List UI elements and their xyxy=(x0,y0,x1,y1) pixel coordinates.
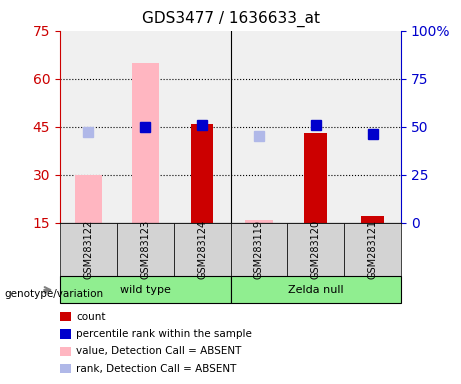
Text: rank, Detection Call = ABSENT: rank, Detection Call = ABSENT xyxy=(76,364,236,374)
Bar xyxy=(361,216,384,223)
Bar xyxy=(245,220,272,223)
Bar xyxy=(191,124,213,223)
Text: GSM283123: GSM283123 xyxy=(140,220,150,279)
Text: GSM283124: GSM283124 xyxy=(197,220,207,279)
Bar xyxy=(75,175,102,223)
Text: value, Detection Call = ABSENT: value, Detection Call = ABSENT xyxy=(76,346,242,356)
Text: genotype/variation: genotype/variation xyxy=(5,289,104,299)
Text: wild type: wild type xyxy=(120,285,171,295)
Bar xyxy=(131,63,159,223)
Bar xyxy=(304,133,327,223)
Title: GDS3477 / 1636633_at: GDS3477 / 1636633_at xyxy=(142,10,319,26)
Text: count: count xyxy=(76,312,106,322)
Text: GSM283121: GSM283121 xyxy=(367,220,378,279)
Text: GSM283120: GSM283120 xyxy=(311,220,321,279)
Text: percentile rank within the sample: percentile rank within the sample xyxy=(76,329,252,339)
Text: GSM283122: GSM283122 xyxy=(83,220,94,279)
Text: Zelda null: Zelda null xyxy=(288,285,343,295)
Text: GSM283119: GSM283119 xyxy=(254,220,264,279)
